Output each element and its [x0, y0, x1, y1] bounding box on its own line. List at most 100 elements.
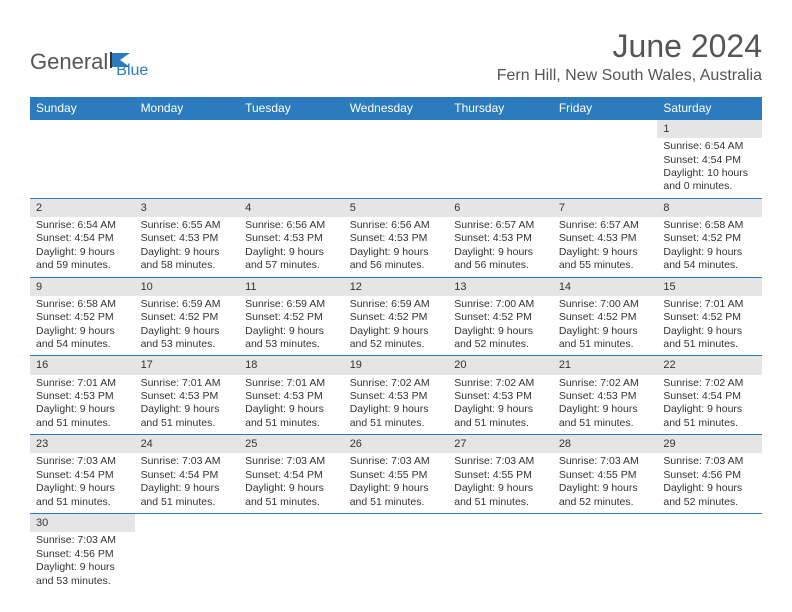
daylight-text: Daylight: 9 hours — [350, 325, 443, 338]
day-details: Sunrise: 7:03 AMSunset: 4:55 PMDaylight:… — [448, 453, 553, 513]
daylight-text: and 51 minutes. — [36, 496, 129, 509]
sunset-text: Sunset: 4:53 PM — [559, 232, 652, 245]
calendar-cell — [239, 120, 344, 199]
logo: General Blue — [30, 44, 148, 80]
sunset-text: Sunset: 4:52 PM — [245, 311, 338, 324]
daylight-text: and 51 minutes. — [454, 496, 547, 509]
sunrise-text: Sunrise: 6:59 AM — [141, 298, 234, 311]
calendar-cell — [135, 120, 240, 199]
day-details: Sunrise: 6:59 AMSunset: 4:52 PMDaylight:… — [344, 296, 449, 356]
day-number-empty — [135, 514, 240, 532]
daylight-text: and 51 minutes. — [350, 496, 443, 509]
daylight-text: and 54 minutes. — [36, 338, 129, 351]
daylight-text: and 51 minutes. — [245, 417, 338, 430]
day-number-empty — [239, 120, 344, 138]
calendar-cell — [135, 514, 240, 592]
sunset-text: Sunset: 4:55 PM — [454, 469, 547, 482]
sunset-text: Sunset: 4:52 PM — [663, 232, 756, 245]
day-details: Sunrise: 7:03 AMSunset: 4:55 PMDaylight:… — [553, 453, 658, 513]
day-details: Sunrise: 6:59 AMSunset: 4:52 PMDaylight:… — [239, 296, 344, 356]
day-number: 2 — [30, 199, 135, 217]
daylight-text: Daylight: 9 hours — [350, 246, 443, 259]
day-number: 3 — [135, 199, 240, 217]
daylight-text: Daylight: 9 hours — [36, 325, 129, 338]
sunrise-text: Sunrise: 7:00 AM — [559, 298, 652, 311]
sunset-text: Sunset: 4:54 PM — [663, 390, 756, 403]
header: General Blue June 2024 Fern Hill, New So… — [30, 28, 762, 85]
calendar-cell: 12Sunrise: 6:59 AMSunset: 4:52 PMDayligh… — [344, 277, 449, 356]
daylight-text: and 51 minutes. — [245, 496, 338, 509]
calendar-cell: 7Sunrise: 6:57 AMSunset: 4:53 PMDaylight… — [553, 198, 658, 277]
daylight-text: Daylight: 9 hours — [559, 482, 652, 495]
day-number-empty — [344, 120, 449, 138]
day-details: Sunrise: 7:03 AMSunset: 4:56 PMDaylight:… — [30, 532, 135, 592]
day-details: Sunrise: 6:57 AMSunset: 4:53 PMDaylight:… — [448, 217, 553, 277]
day-number: 4 — [239, 199, 344, 217]
weekday-header: Friday — [553, 97, 658, 120]
daylight-text: Daylight: 9 hours — [36, 403, 129, 416]
daylight-text: and 51 minutes. — [559, 417, 652, 430]
sunset-text: Sunset: 4:54 PM — [663, 154, 756, 167]
daylight-text: and 51 minutes. — [663, 417, 756, 430]
sunrise-text: Sunrise: 7:03 AM — [350, 455, 443, 468]
sunset-text: Sunset: 4:53 PM — [454, 232, 547, 245]
calendar-cell: 16Sunrise: 7:01 AMSunset: 4:53 PMDayligh… — [30, 356, 135, 435]
calendar-cell: 13Sunrise: 7:00 AMSunset: 4:52 PMDayligh… — [448, 277, 553, 356]
day-number: 20 — [448, 356, 553, 374]
calendar-cell: 4Sunrise: 6:56 AMSunset: 4:53 PMDaylight… — [239, 198, 344, 277]
sunrise-text: Sunrise: 6:55 AM — [141, 219, 234, 232]
sunset-text: Sunset: 4:52 PM — [559, 311, 652, 324]
calendar-cell: 15Sunrise: 7:01 AMSunset: 4:52 PMDayligh… — [657, 277, 762, 356]
sunrise-text: Sunrise: 7:02 AM — [454, 377, 547, 390]
weekday-header: Sunday — [30, 97, 135, 120]
calendar-cell: 14Sunrise: 7:00 AMSunset: 4:52 PMDayligh… — [553, 277, 658, 356]
weekday-header-row: Sunday Monday Tuesday Wednesday Thursday… — [30, 97, 762, 120]
calendar-cell: 8Sunrise: 6:58 AMSunset: 4:52 PMDaylight… — [657, 198, 762, 277]
day-details: Sunrise: 6:54 AMSunset: 4:54 PMDaylight:… — [30, 217, 135, 277]
day-number: 22 — [657, 356, 762, 374]
calendar-cell: 11Sunrise: 6:59 AMSunset: 4:52 PMDayligh… — [239, 277, 344, 356]
sunset-text: Sunset: 4:55 PM — [350, 469, 443, 482]
calendar-cell — [448, 514, 553, 592]
calendar-cell — [344, 120, 449, 199]
sunrise-text: Sunrise: 7:02 AM — [559, 377, 652, 390]
daylight-text: Daylight: 9 hours — [454, 403, 547, 416]
day-number: 5 — [344, 199, 449, 217]
sunrise-text: Sunrise: 7:01 AM — [141, 377, 234, 390]
sunrise-text: Sunrise: 7:02 AM — [663, 377, 756, 390]
day-details: Sunrise: 6:56 AMSunset: 4:53 PMDaylight:… — [239, 217, 344, 277]
calendar-cell: 30Sunrise: 7:03 AMSunset: 4:56 PMDayligh… — [30, 514, 135, 592]
day-details: Sunrise: 7:00 AMSunset: 4:52 PMDaylight:… — [448, 296, 553, 356]
title-block: June 2024 Fern Hill, New South Wales, Au… — [497, 28, 762, 85]
day-number: 27 — [448, 435, 553, 453]
day-number: 8 — [657, 199, 762, 217]
sunset-text: Sunset: 4:54 PM — [245, 469, 338, 482]
sunrise-text: Sunrise: 6:59 AM — [350, 298, 443, 311]
calendar-table: Sunday Monday Tuesday Wednesday Thursday… — [30, 97, 762, 592]
day-details: Sunrise: 6:55 AMSunset: 4:53 PMDaylight:… — [135, 217, 240, 277]
sunset-text: Sunset: 4:52 PM — [36, 311, 129, 324]
sunrise-text: Sunrise: 7:03 AM — [36, 534, 129, 547]
day-number: 21 — [553, 356, 658, 374]
sunrise-text: Sunrise: 7:02 AM — [350, 377, 443, 390]
daylight-text: and 59 minutes. — [36, 259, 129, 272]
daylight-text: and 56 minutes. — [350, 259, 443, 272]
day-details: Sunrise: 6:58 AMSunset: 4:52 PMDaylight:… — [657, 217, 762, 277]
day-number-empty — [448, 120, 553, 138]
day-details: Sunrise: 6:59 AMSunset: 4:52 PMDaylight:… — [135, 296, 240, 356]
sunrise-text: Sunrise: 7:03 AM — [36, 455, 129, 468]
daylight-text: Daylight: 9 hours — [663, 246, 756, 259]
sunrise-text: Sunrise: 6:59 AM — [245, 298, 338, 311]
daylight-text: Daylight: 9 hours — [559, 403, 652, 416]
day-details: Sunrise: 7:01 AMSunset: 4:52 PMDaylight:… — [657, 296, 762, 356]
calendar-week-row: 30Sunrise: 7:03 AMSunset: 4:56 PMDayligh… — [30, 514, 762, 592]
sunrise-text: Sunrise: 7:03 AM — [245, 455, 338, 468]
calendar-cell: 26Sunrise: 7:03 AMSunset: 4:55 PMDayligh… — [344, 435, 449, 514]
day-number: 12 — [344, 278, 449, 296]
calendar-cell: 3Sunrise: 6:55 AMSunset: 4:53 PMDaylight… — [135, 198, 240, 277]
calendar-cell — [553, 120, 658, 199]
daylight-text: and 52 minutes. — [454, 338, 547, 351]
sunset-text: Sunset: 4:54 PM — [36, 232, 129, 245]
sunset-text: Sunset: 4:53 PM — [141, 390, 234, 403]
day-details: Sunrise: 7:00 AMSunset: 4:52 PMDaylight:… — [553, 296, 658, 356]
